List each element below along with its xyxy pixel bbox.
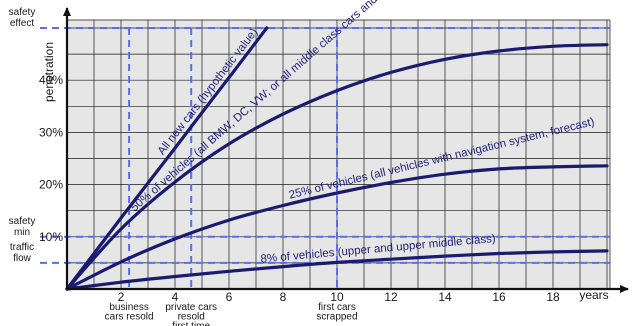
y-tick-label: 40% xyxy=(39,73,63,87)
x-tick-label: 14 xyxy=(438,290,452,304)
reference-level-label: min xyxy=(14,227,30,238)
reference-level-label: flow xyxy=(13,253,32,264)
y-tick-label: 30% xyxy=(39,125,63,139)
reference-event-label: business xyxy=(109,302,148,313)
x-tick-label: 2 xyxy=(118,290,125,304)
x-tick-label: 12 xyxy=(384,290,398,304)
x-axis-title: years xyxy=(579,288,608,302)
reference-level-label: safety xyxy=(9,7,36,18)
x-tick-label: 4 xyxy=(172,290,179,304)
reference-level-label: traffic xyxy=(10,242,34,253)
reference-event-label: first time xyxy=(172,321,210,326)
reference-event-label: resold xyxy=(178,312,205,323)
x-tick-label: 10 xyxy=(330,290,344,304)
reference-level-label: effect xyxy=(10,18,34,29)
y-axis-title: penetration xyxy=(42,42,56,102)
y-tick-label: 10% xyxy=(39,230,63,244)
x-tick-label: 8 xyxy=(280,290,287,304)
series-line-3 xyxy=(65,164,609,291)
series-line-4 xyxy=(65,249,609,291)
reference-level-label: safety xyxy=(9,216,36,227)
y-tick-label: 20% xyxy=(39,178,63,192)
x-tick-label: 16 xyxy=(492,290,506,304)
x-tick-label: 6 xyxy=(226,290,233,304)
x-tick-label: 18 xyxy=(546,290,560,304)
reference-event-label: first cars xyxy=(318,302,356,313)
reference-event-label: private cars xyxy=(165,302,217,313)
series-line-1 xyxy=(65,26,269,291)
series-line-2 xyxy=(65,43,609,291)
reference-event-label: scrapped xyxy=(316,312,357,323)
reference-event-label: cars resold xyxy=(105,312,154,323)
